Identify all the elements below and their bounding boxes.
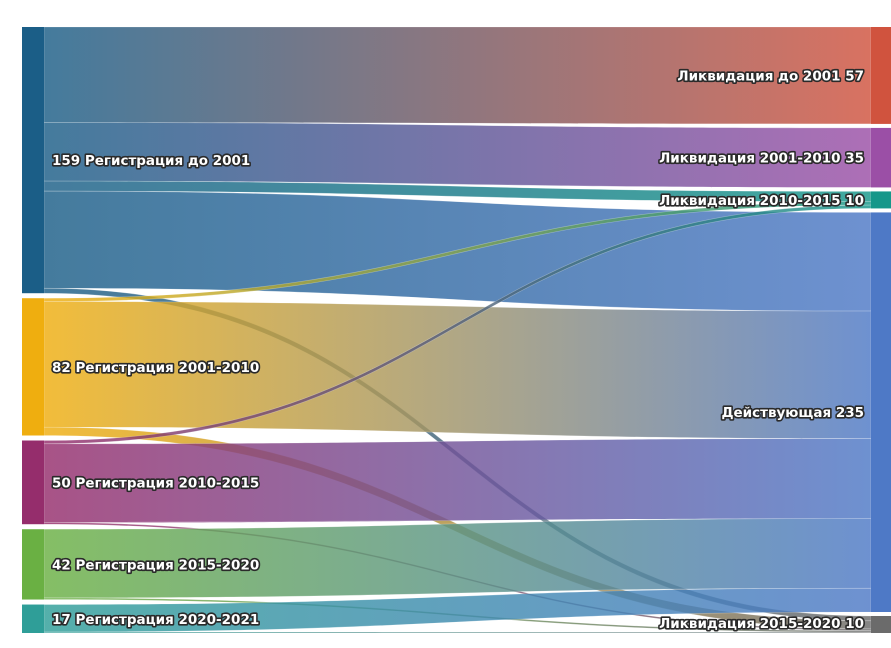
source-node-регистрация-до-2001[interactable] (22, 27, 44, 294)
target-label-действующая: Действующая 235 (721, 405, 864, 421)
source-node-регистрация-2001-2010[interactable] (22, 298, 44, 436)
target-label-ликвидация-2015-2020: Ликвидация 2015-2020 10 (659, 616, 864, 632)
source-node-регистрация-2020-2021[interactable] (22, 604, 44, 633)
labels-layer: 159 Регистрация до 2001 82 Регистрация 20… (50, 67, 865, 634)
nodes-layer (22, 27, 891, 633)
source-label-регистрация-2001-2010: 82 Регистрация 2001-2010 (52, 360, 259, 376)
source-label-регистрация-2020-2021: 17 Регистрация 2020-2021 (52, 612, 259, 628)
link-регистрация-2020-2021-to-ликвидация-2015-2020[interactable] (43, 631, 872, 634)
target-node-ликвидация-до-2001[interactable] (871, 27, 891, 124)
links-layer (43, 26, 872, 634)
source-label-регистрация-2015-2020: 42 Регистрация 2015-2020 (52, 557, 259, 573)
source-node-регистрация-2015-2020[interactable] (22, 529, 44, 600)
target-node-ликвидация-2001-2010[interactable] (871, 127, 891, 188)
source-label-регистрация-до-2001: 159 Регистрация до 2001 (52, 153, 250, 169)
source-node-регистрация-2010-2015[interactable] (22, 440, 44, 525)
target-node-ликвидация-2015-2020[interactable] (871, 615, 891, 633)
target-label-ликвидация-2001-2010: Ликвидация 2001-2010 35 (659, 151, 864, 167)
target-label-ликвидация-2010-2015: Ликвидация 2010-2015 10 (659, 193, 864, 209)
source-label-регистрация-2010-2015: 50 Регистрация 2010-2015 (52, 475, 259, 491)
link-регистрация-до-2001-to-ликвидация-2001-2010[interactable] (43, 122, 872, 188)
target-label-ликвидация-до-2001: Ликвидация до 2001 57 (677, 68, 864, 84)
target-node-ликвидация-2010-2015[interactable] (871, 191, 891, 209)
target-node-действующая[interactable] (871, 212, 891, 612)
